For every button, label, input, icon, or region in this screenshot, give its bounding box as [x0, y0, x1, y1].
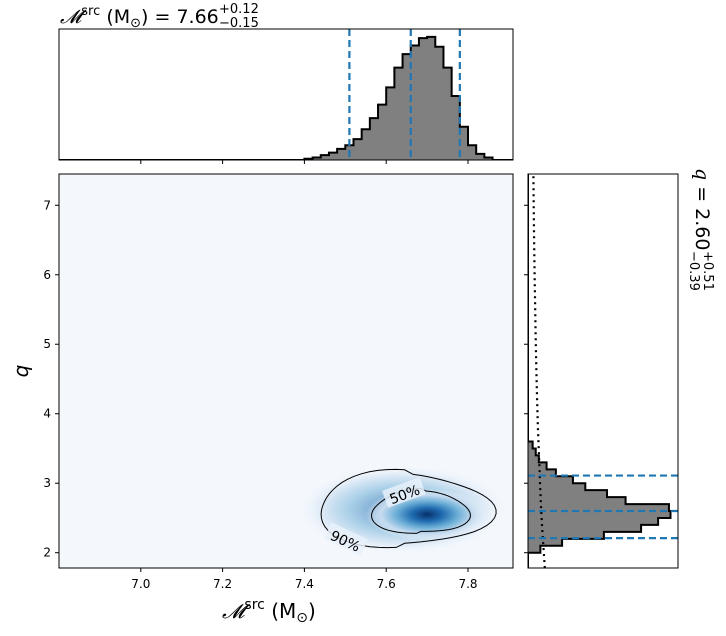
q-histogram-frame — [527, 173, 679, 569]
mchirp-tick-label-3: 7.6 — [377, 577, 396, 591]
joint-density-frame — [58, 173, 514, 569]
q-title-err-minus: −0.39 — [686, 251, 701, 291]
q-tick-label-1: 3 — [43, 476, 51, 490]
mchirp-tick-label-0: 7.0 — [131, 577, 150, 591]
contour-label-bg-0 — [382, 477, 426, 508]
q-title-err-plus: +0.51 — [700, 251, 715, 291]
mchirp-title-err-plus: +0.12 — [219, 2, 259, 17]
mchirp-histogram-panel — [58, 28, 514, 164]
mchirp-histogram-ticks — [140, 160, 469, 164]
mchirp-axis-label: 𝓜src (M⊙) — [222, 597, 316, 626]
mchirp-title-symbol: 𝓜 — [60, 6, 87, 28]
mchirp-axis-unit-close: ) — [308, 599, 316, 623]
q-histogram — [528, 174, 672, 568]
mchirp-title-median: 7.66 — [176, 6, 218, 28]
mchirp-tick-label-2: 7.4 — [295, 577, 314, 591]
contour-50 — [370, 488, 471, 534]
mchirp-title-unit-sub: ⊙ — [130, 16, 141, 31]
mchirp-title-unit-close: ) — [141, 6, 148, 28]
mchirp-histogram — [59, 35, 513, 160]
mchirp-tick-label-1: 7.2 — [213, 577, 232, 591]
q-tick-label-0: 2 — [43, 546, 51, 560]
q-histogram-ticks — [524, 204, 528, 554]
mchirp-axis-unit: (M — [271, 599, 296, 623]
mchirp-title-unit: (M — [106, 6, 130, 28]
q-axis-ticks: 2 3 4 5 6 7 — [43, 198, 59, 560]
q-tick-label-3: 5 — [43, 337, 51, 351]
mchirp-title-err-minus: −0.15 — [219, 16, 259, 31]
q-title-symbol: q — [691, 168, 713, 180]
q-tick-label-2: 4 — [43, 407, 51, 421]
contour-label-bg-1 — [324, 522, 369, 556]
q-summary-title: q = 2.60 +0.51 −0.39 — [686, 168, 721, 297]
q-axis-label: q — [9, 365, 33, 378]
mchirp-title-superscript: src — [81, 4, 100, 19]
mchirp-summary-title: 𝓜src (M⊙) = 7.66 +0.12 −0.15 — [60, 0, 265, 31]
q-tick-label-4: 6 — [43, 268, 51, 282]
contour-90 — [320, 468, 497, 549]
mchirp-axis-superscript: src — [244, 597, 264, 613]
q-histogram-panel — [524, 173, 679, 569]
mchirp-axis-ticks: 7.0 7.2 7.4 7.6 7.8 — [131, 568, 478, 591]
mchirp-histogram-frame — [58, 28, 514, 161]
mchirp-axis-unit-sub: ⊙ — [296, 610, 308, 626]
q-tick-label-5: 7 — [43, 198, 51, 212]
mchirp-tick-label-4: 7.8 — [458, 577, 477, 591]
q-credible-lines — [528, 474, 678, 540]
q-title-median: 2.60 — [691, 208, 713, 250]
q-prior-curve — [532, 174, 546, 568]
